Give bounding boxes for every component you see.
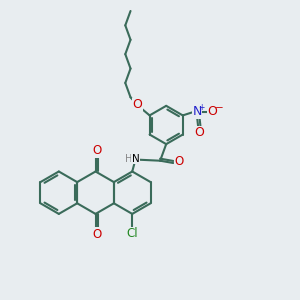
Text: O: O [194, 126, 204, 139]
Text: Cl: Cl [126, 227, 138, 240]
Text: N: N [192, 105, 202, 118]
Text: O: O [207, 105, 217, 118]
Text: O: O [92, 144, 101, 158]
Text: −: − [214, 103, 223, 113]
Text: H: H [125, 154, 133, 164]
Text: N: N [132, 154, 139, 164]
Text: O: O [175, 155, 184, 168]
Text: +: + [199, 103, 205, 112]
Text: O: O [92, 228, 101, 241]
Text: O: O [132, 98, 142, 112]
